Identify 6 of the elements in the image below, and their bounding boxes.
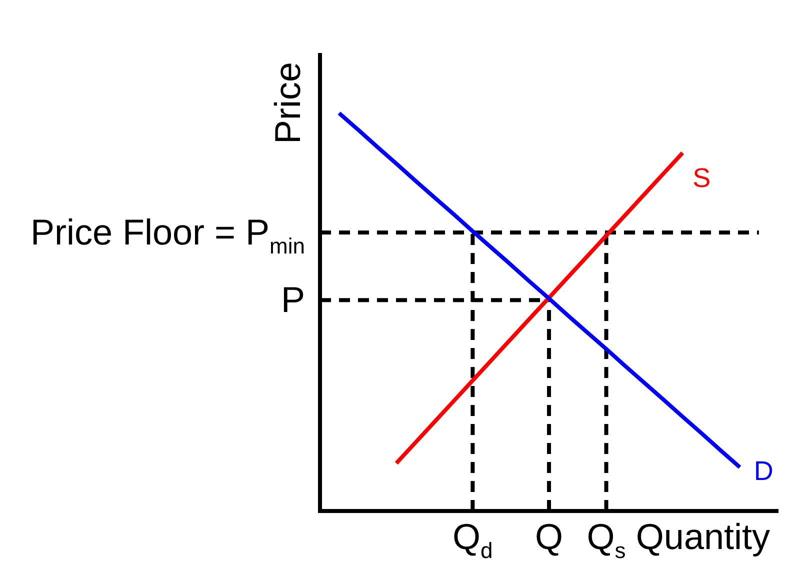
series-label: D [754, 456, 774, 486]
series-label: S [692, 162, 711, 193]
x-tick-label: Q [535, 516, 564, 557]
y-axis-title: Price [267, 62, 308, 144]
x-axis-title: Quantity [636, 516, 770, 557]
series-label: P [280, 279, 306, 320]
